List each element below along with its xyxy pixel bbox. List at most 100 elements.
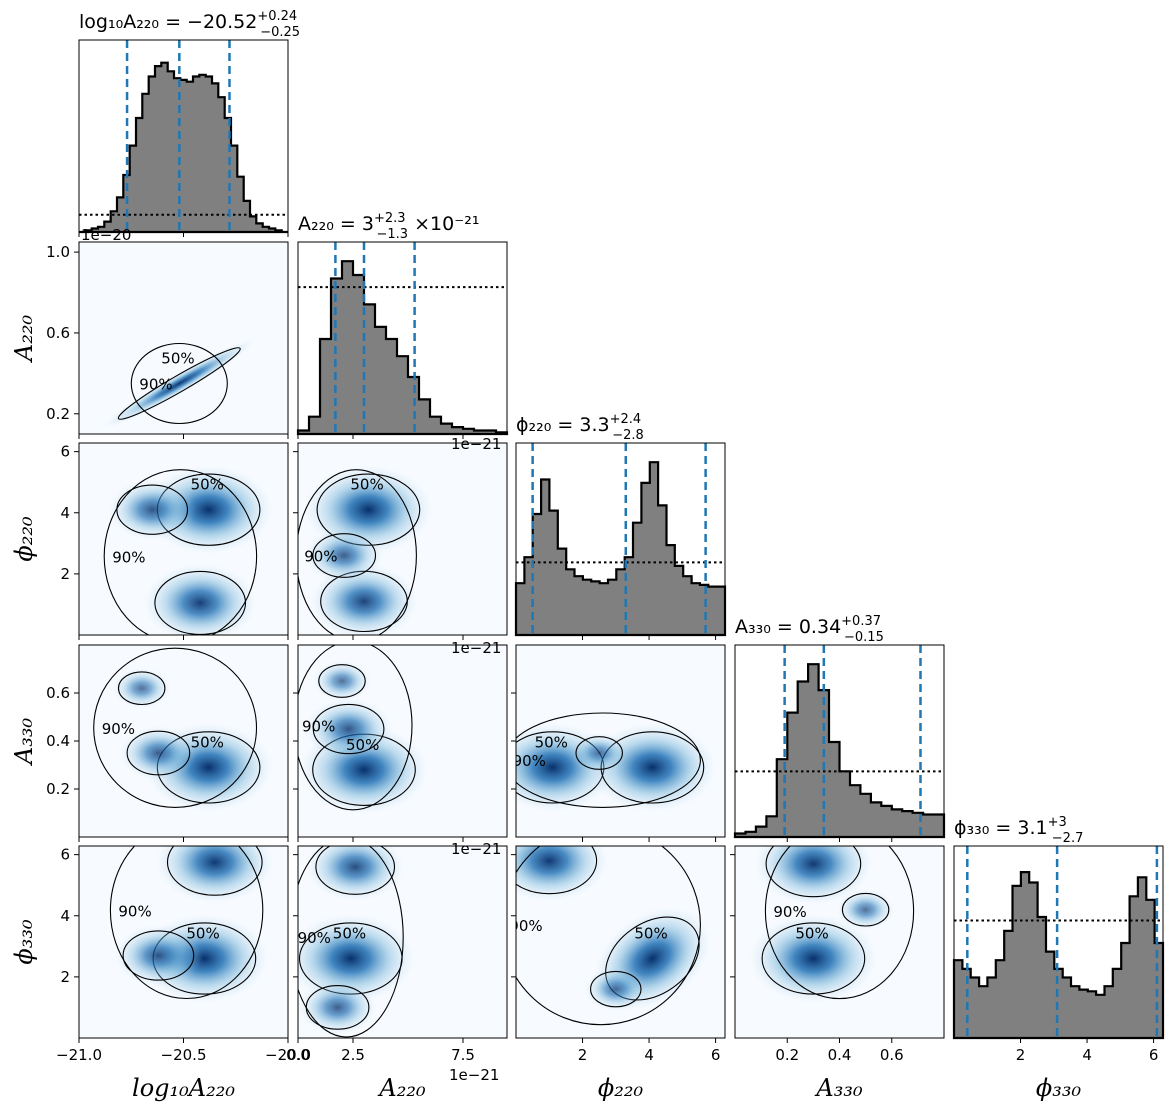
contour-50: [761, 922, 866, 995]
y-tick-label: 0.4: [46, 732, 70, 750]
histogram-panel-A220: A₂₂₀ = 3+2.3 −1.3 ×10⁻²¹: [296, 211, 509, 436]
contour-label-50: 50%: [191, 733, 224, 751]
contour-label-50: 50%: [634, 925, 667, 943]
y-axis-label-phi330: ϕ₃₃₀: [10, 919, 38, 965]
panel-frame: [297, 845, 508, 1039]
contour-50: [166, 846, 263, 896]
x-axis-label-A220: A₂₂₀: [377, 1074, 426, 1102]
contour-label-90: 90%: [304, 548, 337, 566]
panel-frame: [515, 442, 726, 636]
contour-label-90: 90%: [509, 917, 542, 935]
x-tick-label: 7.5: [451, 1046, 475, 1064]
contour-50: [312, 533, 377, 578]
contour-50: [575, 736, 623, 770]
x-tick-label: 4: [644, 1046, 654, 1064]
panel-frame: [297, 442, 508, 636]
x-tick-label: −21.0: [56, 1046, 102, 1064]
y-tick-label: 2: [60, 565, 70, 583]
contour-90: [516, 846, 701, 1026]
y-tick-label: 0.2: [46, 780, 70, 798]
contour-50: [154, 570, 247, 635]
x-tick-label: −20.0: [265, 1046, 311, 1064]
x-axis-label-phi330: ϕ₃₃₀: [1036, 1074, 1082, 1102]
y-axis-label-A330: A₃₃₀: [10, 718, 38, 767]
density-panel-A330-A220: 50% 90%: [297, 644, 508, 838]
contour-50: [516, 846, 598, 895]
x-axis-label-phi220: ϕ₂₂₀: [598, 1074, 644, 1102]
x-tick-label: 6: [1149, 1046, 1159, 1064]
contour-90: [130, 342, 228, 425]
contour-50: [841, 892, 890, 927]
contour-label-50: 50%: [346, 736, 379, 754]
y-axis-label-A220: A₂₂₀: [10, 315, 38, 364]
density-blob: [754, 846, 873, 905]
density-blob: [313, 660, 371, 702]
title-log10A220: log₁₀A₂₂₀ = −20.52+0.24 −0.25: [79, 9, 300, 40]
density-blob: [112, 667, 171, 709]
density-blob: [305, 528, 384, 583]
offset-label-A220-c: 1e−21: [451, 840, 501, 858]
density-panel-phi330-log10A220: 50% 90%: [78, 845, 289, 1039]
density-blob: [749, 913, 878, 1004]
histogram-panel-A330: A₃₃₀ = 0.34+0.37 −0.15: [733, 614, 946, 839]
density-blob: [570, 732, 629, 774]
contour-label-50: 50%: [191, 476, 224, 494]
title-A220: A₂₂₀ = 3+2.3 −1.3 ×10⁻²¹: [298, 211, 480, 242]
density-blob: [298, 980, 377, 1035]
contour-label-50: 50%: [161, 350, 194, 368]
contour-label-50: 50%: [186, 925, 219, 943]
y-tick-label: 4: [60, 504, 70, 522]
contour-50: [315, 846, 396, 895]
histogram-bars: [514, 461, 727, 637]
histogram-panel-phi330: ϕ₃₃₀ = 3.1+3 −2.7: [952, 815, 1165, 1040]
title-A330: A₃₃₀ = 0.34+0.37 −0.15: [735, 614, 884, 645]
x-tick-label: −20.5: [161, 1046, 207, 1064]
histogram-bars: [79, 61, 288, 234]
x-tick-label: 6: [711, 1046, 721, 1064]
contour-50: [126, 730, 191, 776]
contour-label-90: 90%: [773, 903, 806, 921]
histogram-bars: [296, 260, 509, 436]
density-panel-phi220-log10A220: 50% 90%: [78, 442, 289, 636]
density-blob: [103, 338, 256, 429]
x-tick-label: 0.4: [828, 1046, 852, 1064]
y-tick-label: 6: [60, 846, 70, 864]
density-panel-phi330-A330: 50%90%: [734, 845, 945, 1039]
density-panel-A330-phi220: 50%90%: [515, 644, 726, 838]
histogram-panel-phi220: ϕ₂₂₀ = 3.3+2.4 −2.8: [514, 412, 727, 637]
y-tick-label: 2: [60, 968, 70, 986]
density-panel-phi220-A220: 50% 90%: [297, 442, 508, 636]
density-blob: [304, 698, 393, 760]
contour-50: [116, 484, 189, 535]
contour-50: [117, 347, 241, 420]
density-panel-phi330-phi220: 50% 90%: [509, 845, 726, 1039]
contour-50: [590, 970, 642, 1008]
x-tick-label: 2.5: [341, 1046, 365, 1064]
histogram-bars: [952, 871, 1165, 1040]
density-blob: [298, 913, 415, 1004]
contour-50: [318, 664, 366, 698]
contour-label-90: 90%: [102, 720, 135, 738]
y-axis-label-phi220: ϕ₂₂₀: [10, 516, 38, 562]
x-tick-label: 0.6: [880, 1046, 904, 1064]
density-blob: [306, 846, 405, 902]
contour-90: [93, 647, 258, 808]
contour-90: [764, 846, 915, 1000]
contour-label-90: 90%: [118, 902, 151, 920]
density-panel-phi330-A220: 50%90%: [297, 845, 508, 1039]
contour-90: [103, 469, 258, 635]
x-offset-label: 1e−21: [449, 1066, 499, 1084]
x-tick-label: 2: [1016, 1046, 1026, 1064]
contour-label-90: 90%: [298, 929, 331, 947]
x-tick-label: 4: [1082, 1046, 1092, 1064]
x-tick-label: 2: [578, 1046, 588, 1064]
y-tick-label: 6: [60, 443, 70, 461]
contour-50: [122, 930, 195, 981]
x-axis-label-A330: A₃₃₀: [814, 1074, 863, 1102]
density-blob: [584, 967, 648, 1012]
y-tick-label: 1.0: [46, 243, 70, 261]
contour-90: [516, 712, 701, 808]
contour-label-90: 90%: [302, 717, 335, 735]
contour-label-50: 50%: [350, 476, 383, 494]
contour-90: [298, 846, 404, 1038]
